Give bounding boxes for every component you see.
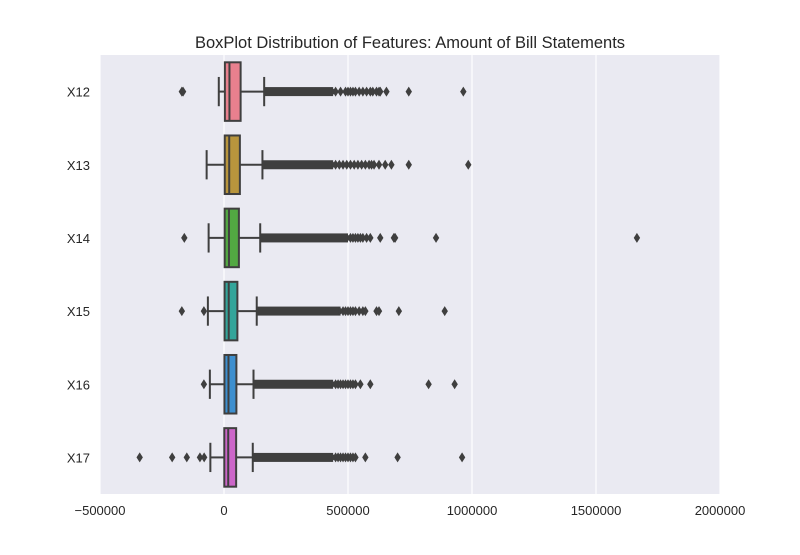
box-body [223,134,241,196]
outlier-point [388,159,395,170]
outlier-point [367,232,374,243]
x-tick-label: 1000000 [447,503,498,518]
outlier-point [370,159,378,170]
outlier-point [183,452,190,463]
outlier-point [351,159,358,170]
outlier-point [355,86,363,97]
outlier-point [377,232,384,243]
outlier-point [352,379,359,390]
outlier-point [425,379,432,390]
outlier-point [362,159,369,170]
outlier-point [181,232,188,243]
outlier-point [460,86,467,97]
x-tick-label: 1500000 [571,503,622,518]
box-x16 [200,353,458,415]
outlier-point [343,159,350,170]
x-tick-label: −500000 [75,503,126,518]
outlier-cluster [256,306,341,316]
outlier-point [332,86,339,97]
outlier-point [465,159,472,170]
outlier-cluster [264,87,334,97]
outlier-point [336,159,343,170]
outlier-point [362,306,369,317]
plot-area [100,55,720,494]
outlier-point [200,452,208,463]
outlier-point [168,452,176,463]
box-x13 [205,134,472,196]
outlier-point [354,159,362,170]
outlier-point [377,86,384,97]
box-body [223,207,240,269]
outlier-point [355,306,363,317]
outlier-cluster [252,452,334,462]
outlier-point [178,306,186,317]
outlier-point [363,86,370,97]
outlier-cluster [260,233,348,243]
outlier-point [136,452,143,463]
grid-lines [99,55,721,494]
outlier-point [339,159,347,170]
outlier-point [405,86,412,97]
outlier-point [394,452,401,463]
box-x17 [136,427,466,488]
outlier-point [357,379,364,390]
x-tick-label: 500000 [326,503,369,518]
outlier-point [363,232,370,243]
outlier-point [179,86,187,97]
box-series [136,61,641,488]
outlier-point [200,379,208,390]
outlier-point [196,452,204,463]
y-tick-label: X17 [67,450,90,465]
outlier-point [441,306,448,317]
x-tick-label: 2000000 [695,503,746,518]
outlier-cluster [262,160,334,170]
y-tick-label: X14 [67,231,90,246]
outlier-cluster [253,379,334,389]
outlier-point [337,86,344,97]
box-x12 [178,61,467,122]
outlier-point [633,232,641,243]
y-axis-labels: X12 X13 X14 X15 X16 X17 [67,85,90,466]
outlier-point [405,159,412,170]
box-body [223,61,242,122]
outlier-point [352,86,359,97]
outlier-point [369,86,376,97]
outlier-point [352,452,359,463]
outlier-point [332,159,339,170]
box-body [223,427,238,488]
box-body [223,280,239,342]
box-x15 [178,280,448,342]
outlier-point [367,379,374,390]
box-x14 [181,207,641,269]
outlier-point [358,159,365,170]
outlier-point [359,86,367,97]
outlier-point [382,159,389,170]
outlier-point [432,232,440,243]
x-tick-label: 0 [220,503,227,518]
outlier-point [383,86,390,97]
y-tick-label: X15 [67,304,90,319]
outlier-point [451,379,458,390]
outlier-point [395,306,403,317]
y-tick-label: X16 [67,377,90,392]
y-tick-label: X12 [67,85,90,100]
outlier-point [375,159,383,170]
x-axis-labels: −500000 0 500000 1000000 1500000 2000000 [75,503,746,518]
outlier-point [359,232,367,243]
outlier-point [347,159,354,170]
chart-title: BoxPlot Distribution of Features: Amount… [195,34,625,52]
outlier-point [200,306,208,317]
outlier-point [391,232,399,243]
outlier-point [375,306,383,317]
outlier-point [352,306,359,317]
box-body [223,353,238,415]
outlier-point [458,452,466,463]
y-tick-label: X13 [67,158,90,173]
outlier-point [362,452,369,463]
